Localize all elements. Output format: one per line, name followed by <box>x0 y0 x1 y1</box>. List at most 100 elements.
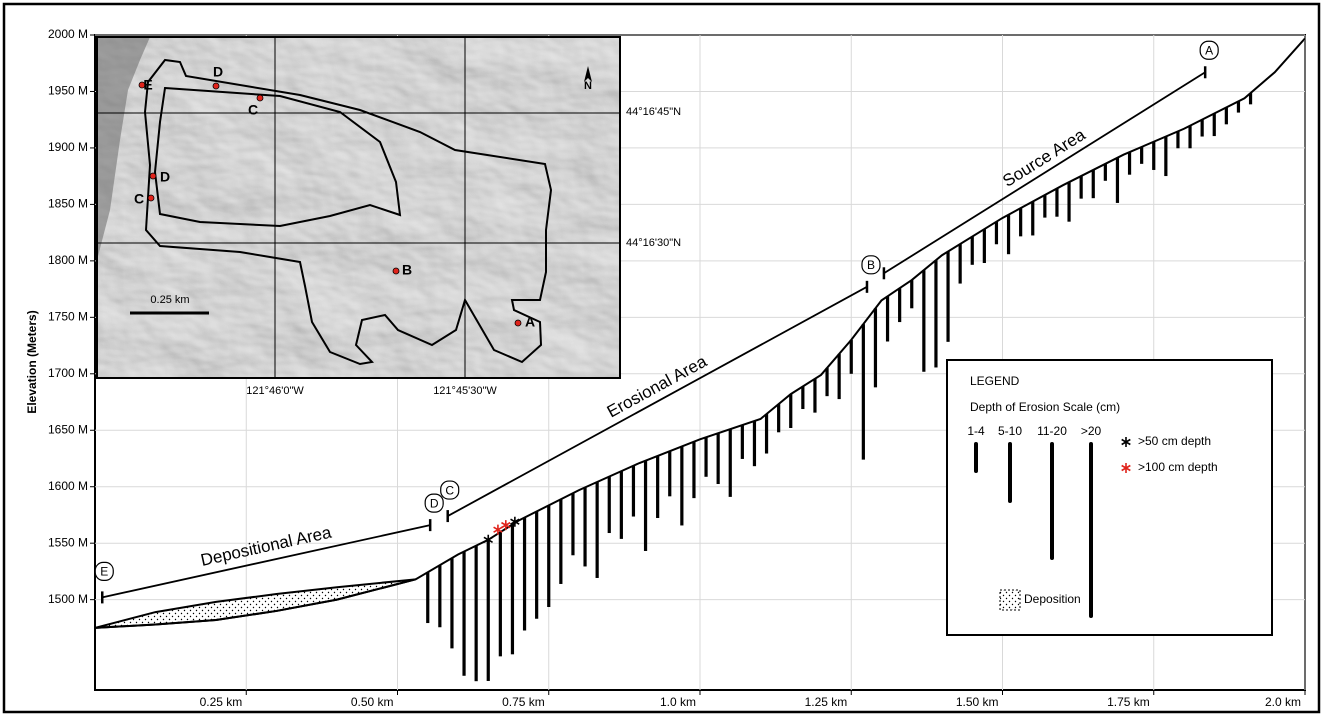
erosion-bar <box>971 237 974 265</box>
erosion-bar <box>523 518 526 631</box>
erosion-bar <box>753 421 756 466</box>
erosion-bar <box>1188 126 1191 149</box>
x-tick-label: 1.0 km <box>660 695 696 709</box>
erosion-bar <box>959 244 962 284</box>
y-tick-label: 1900 M <box>48 140 88 154</box>
erosion-bar <box>426 572 429 623</box>
erosion-bar <box>1007 215 1010 255</box>
map-lat-label: 44°16'30"N <box>626 237 681 249</box>
legend-class-label: 5-10 <box>998 424 1022 438</box>
erosion-bar <box>1128 152 1131 175</box>
map-point <box>150 173 156 179</box>
erosion-bar <box>886 296 889 341</box>
erosion-bar <box>1067 182 1070 222</box>
erosion-bar <box>934 260 937 367</box>
erosion-bar <box>1116 158 1119 203</box>
erosion-bar <box>1031 202 1034 236</box>
erosion-bar <box>704 437 707 477</box>
erosion-bar <box>1237 101 1240 112</box>
y-tick-label: 1700 M <box>48 366 88 380</box>
x-tick-label: 0.75 km <box>502 695 545 709</box>
erosion-bar <box>644 461 647 551</box>
erosion-bar <box>608 477 611 533</box>
erosion-bar <box>680 446 683 525</box>
map-scale-label: 0.25 km <box>150 294 189 306</box>
map-point-label: C <box>248 102 258 118</box>
point-letter: E <box>100 565 108 579</box>
erosion-bar <box>1152 142 1155 170</box>
erosion-bar <box>475 546 478 682</box>
erosion-bar <box>850 340 853 374</box>
erosion-bar <box>462 552 465 676</box>
map-point-label: D <box>160 169 170 185</box>
y-tick-label: 1600 M <box>48 479 88 493</box>
erosion-bar <box>1201 120 1204 137</box>
erosion-bar <box>620 471 623 539</box>
erosion-bar <box>632 466 635 517</box>
erosion-bar <box>1164 137 1167 177</box>
erosion-bar <box>1080 176 1083 199</box>
map-point-label: B <box>402 262 412 278</box>
point-letter: B <box>867 258 875 272</box>
erosion-bar <box>559 499 562 584</box>
y-tick-label: 2000 M <box>48 27 88 41</box>
erosion-bar <box>487 540 490 681</box>
map-point <box>257 95 263 101</box>
y-tick-label: 1850 M <box>48 197 88 211</box>
map-point <box>148 195 154 201</box>
y-tick-label: 1500 M <box>48 592 88 606</box>
point-letter: C <box>445 483 454 497</box>
erosion-bar <box>789 394 792 428</box>
x-tick-label: 1.75 km <box>1107 695 1150 709</box>
point-letter: A <box>1205 43 1213 57</box>
map-point <box>515 320 521 326</box>
erosion-bar <box>535 511 538 618</box>
erosion-bar <box>438 565 441 627</box>
erosion-bar <box>1140 147 1143 164</box>
erosion-bar <box>1176 131 1179 148</box>
inset-map: 0.25 km N 44°16'45"N 44°16'30"N 121°46'0… <box>97 37 681 397</box>
erosion-bar <box>656 456 659 518</box>
erosion-bar <box>499 532 502 656</box>
legend-class-label: 11-20 <box>1037 424 1067 438</box>
erosion-bar <box>995 222 998 245</box>
x-tick-label: 0.25 km <box>200 695 243 709</box>
legend-class-label: 1-4 <box>967 424 985 438</box>
erosion-bar <box>838 354 841 399</box>
map-lon-label: 121°45'30"W <box>433 385 497 397</box>
map-north-label: N <box>584 80 592 92</box>
erosion-bar <box>801 386 804 409</box>
erosion-bar <box>571 493 574 555</box>
erosion-bar <box>825 368 828 396</box>
x-tick-label: 1.50 km <box>956 695 999 709</box>
erosion-bar <box>1019 208 1022 236</box>
y-tick-label: 1750 M <box>48 309 88 323</box>
erosion-bar <box>729 429 732 497</box>
y-tick-label: 1800 M <box>48 253 88 267</box>
erosion-bar <box>1104 164 1107 181</box>
map-point-label: C <box>134 191 144 207</box>
erosion-bar <box>910 280 913 308</box>
erosion-bar <box>765 414 768 454</box>
legend: LEGEND Depth of Erosion Scale (cm) Depos… <box>947 360 1272 635</box>
page: {"chart_data": { "type": "line", "y_labe… <box>0 0 1323 716</box>
erosion-bar <box>547 505 550 607</box>
legend-deposition-label: Deposition <box>1024 592 1081 606</box>
erosion-bar <box>946 251 949 341</box>
map-point <box>393 268 399 274</box>
legend-subtitle: Depth of Erosion Scale (cm) <box>970 400 1120 414</box>
y-tick-label: 1550 M <box>48 535 88 549</box>
erosion-bar <box>1055 188 1058 216</box>
figure: 1500 M1550 M1600 M1650 M1700 M1750 M1800… <box>0 0 1323 716</box>
erosion-bar <box>1213 113 1216 136</box>
map-point-label: E <box>143 77 152 93</box>
erosion-bar <box>813 379 816 413</box>
erosion-bar <box>450 558 453 648</box>
erosion-bar <box>583 487 586 566</box>
erosion-bar <box>1225 107 1228 124</box>
erosion-bar <box>777 404 780 432</box>
map-lat-label: 44°16'45"N <box>626 106 681 118</box>
map-lon-label: 121°46'0"W <box>246 385 304 397</box>
erosion-bar <box>898 288 901 322</box>
erosion-bar <box>596 482 599 578</box>
